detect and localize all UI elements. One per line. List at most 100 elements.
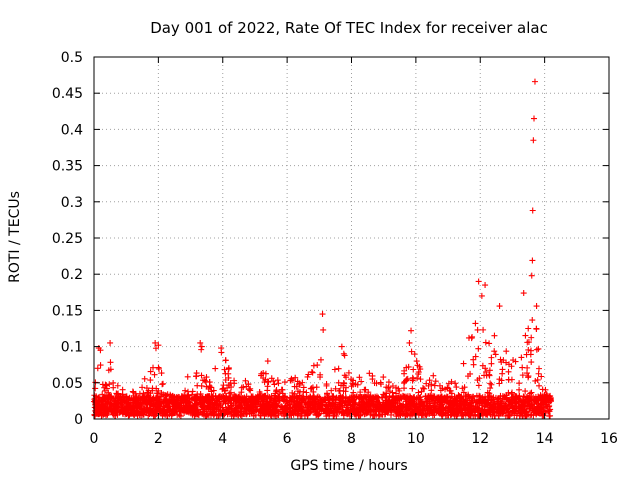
data-point — [380, 374, 387, 381]
data-point — [522, 332, 529, 339]
data-point — [483, 368, 490, 375]
data-point — [266, 399, 273, 406]
data-point — [202, 413, 209, 420]
data-point — [410, 375, 417, 382]
data-point — [257, 400, 264, 407]
data-point — [227, 380, 234, 387]
data-point-outlier — [319, 311, 326, 318]
data-point — [119, 386, 126, 393]
y-tick-label: 0 — [74, 412, 83, 428]
data-point — [482, 393, 489, 400]
data-point — [117, 393, 124, 400]
data-point — [311, 395, 318, 402]
data-point — [157, 405, 164, 412]
data-point — [296, 404, 303, 411]
data-point — [376, 400, 383, 407]
data-point — [356, 374, 363, 381]
data-point — [309, 369, 316, 376]
data-point — [300, 397, 307, 404]
data-point — [486, 371, 493, 378]
data-point — [393, 390, 400, 397]
data-point — [525, 325, 532, 332]
data-point — [417, 376, 424, 383]
data-point — [397, 403, 404, 410]
data-point — [426, 377, 433, 384]
data-point — [250, 404, 257, 411]
data-point — [403, 407, 410, 414]
data-point — [474, 408, 481, 415]
data-point — [349, 403, 356, 410]
data-point — [343, 384, 350, 391]
data-point — [287, 377, 294, 384]
data-point — [226, 409, 233, 416]
data-point — [448, 390, 455, 397]
data-point — [435, 397, 442, 404]
data-point — [210, 412, 217, 419]
data-point — [141, 375, 148, 382]
data-point — [538, 395, 545, 402]
data-point — [245, 402, 252, 409]
data-point — [234, 397, 241, 404]
data-point — [263, 398, 270, 405]
data-point — [402, 412, 409, 419]
data-point — [147, 368, 154, 375]
data-point — [355, 412, 362, 419]
data-point — [284, 397, 291, 404]
data-point — [99, 381, 106, 388]
x-tick-label: 8 — [347, 431, 356, 447]
data-point — [508, 376, 515, 383]
data-point — [486, 392, 493, 399]
data-point — [193, 373, 200, 380]
data-point — [182, 387, 189, 394]
data-point — [350, 399, 357, 406]
data-point — [528, 334, 535, 341]
y-tick-label: 0.35 — [52, 159, 83, 175]
data-point — [245, 381, 252, 388]
data-point — [486, 367, 493, 374]
data-point — [405, 363, 412, 370]
data-point — [398, 409, 405, 416]
data-point — [413, 400, 420, 407]
data-point — [424, 410, 431, 417]
data-point — [371, 395, 378, 402]
data-point — [512, 399, 519, 406]
data-point — [486, 340, 493, 347]
data-point — [259, 410, 266, 417]
data-point — [522, 388, 529, 395]
data-point — [386, 388, 393, 395]
data-point — [491, 348, 498, 355]
data-point — [207, 384, 214, 391]
data-point — [242, 377, 249, 384]
y-tick-label: 0.5 — [61, 50, 83, 66]
data-point — [363, 410, 370, 417]
data-point — [195, 395, 202, 402]
data-point — [460, 404, 467, 411]
data-point — [168, 397, 175, 404]
data-point — [312, 401, 319, 408]
data-point — [225, 374, 232, 381]
data-point — [444, 412, 451, 419]
data-point — [340, 394, 347, 401]
data-point — [369, 376, 376, 383]
data-point — [313, 384, 320, 391]
data-point — [219, 404, 226, 411]
x-tick-label: 14 — [536, 431, 554, 447]
data-point — [487, 397, 494, 404]
data-point — [199, 403, 206, 410]
data-point — [269, 403, 276, 410]
data-point — [414, 362, 421, 369]
data-point — [478, 407, 485, 414]
data-point — [429, 398, 436, 405]
y-tick-label: 0.3 — [61, 195, 83, 211]
data-point — [130, 403, 137, 410]
data-point — [172, 404, 179, 411]
data-point — [345, 369, 352, 376]
data-point — [509, 389, 516, 396]
data-point — [411, 407, 418, 414]
data-point — [449, 399, 456, 406]
data-point — [304, 411, 311, 418]
data-point — [418, 388, 425, 395]
data-point — [152, 394, 159, 401]
data-point — [141, 399, 148, 406]
data-point — [488, 354, 495, 361]
